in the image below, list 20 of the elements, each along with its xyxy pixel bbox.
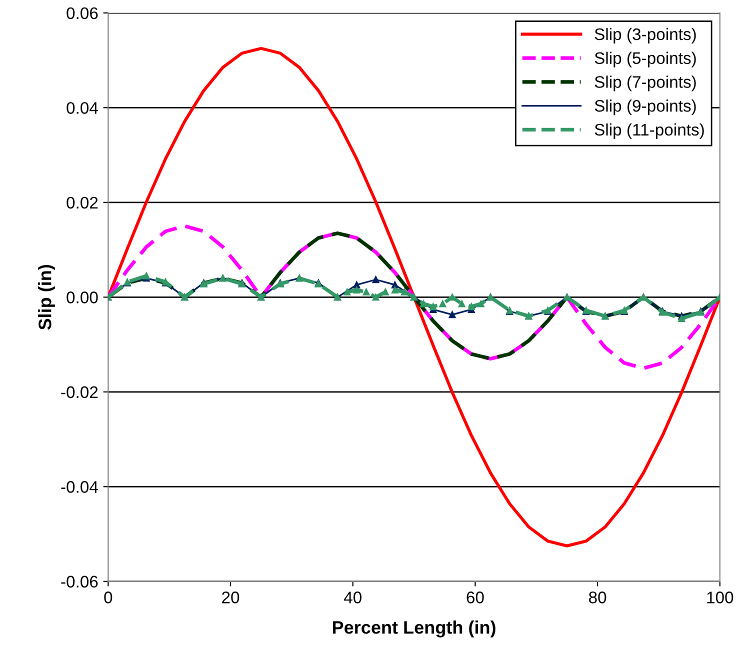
x-axis-title: Percent Length (in) [332, 620, 496, 638]
legend-label: Slip (5-points) [594, 52, 696, 68]
y-tick-label: -0.04 [61, 481, 98, 493]
x-tick-label: 40 [344, 592, 362, 604]
y-tick-label: 0.00 [66, 292, 98, 304]
y-tick-label: 0.04 [66, 102, 98, 114]
y-tick-label: -0.06 [61, 576, 98, 588]
legend-label: Slip (9-points) [594, 100, 696, 116]
y-tick-label: -0.02 [61, 386, 98, 398]
x-tick-label: 0 [104, 592, 112, 604]
x-tick-label: 80 [589, 592, 606, 604]
x-tick-label: 60 [466, 592, 484, 604]
legend-label: Slip (3-points) [594, 28, 696, 44]
y-tick-label: 0.02 [66, 196, 98, 209]
y-tick-label: 0.06 [66, 7, 98, 20]
x-tick-label: 100 [707, 592, 734, 604]
x-tick-label: 20 [222, 592, 240, 604]
legend-label: Slip (11-points) [594, 123, 704, 139]
y-axis-title: Slip (in) [38, 264, 55, 330]
legend-label: Slip (7-points) [594, 76, 696, 92]
